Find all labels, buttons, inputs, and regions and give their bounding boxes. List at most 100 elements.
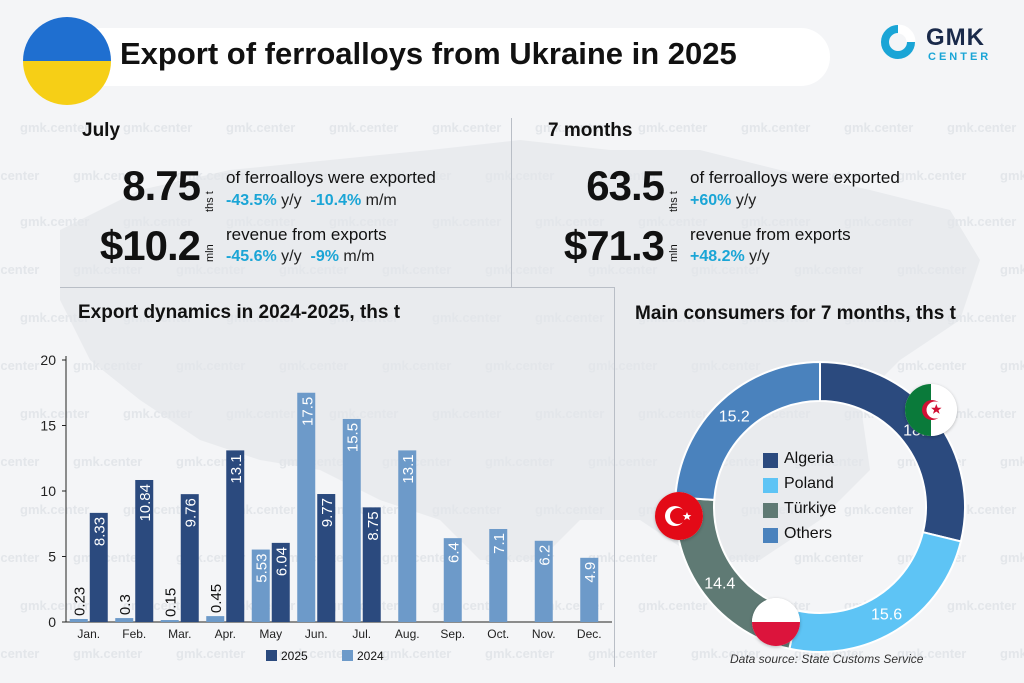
bar-2025-apr	[226, 450, 245, 622]
y-tick-label: 15	[40, 418, 56, 434]
bar-2025-mar	[180, 494, 199, 622]
donut-chart-title: Main consumers for 7 months, ths t	[635, 303, 956, 324]
title-bar	[70, 28, 830, 86]
bar-label-2024: 6.2	[537, 545, 554, 566]
x-tick-label: Sep.	[440, 627, 465, 641]
bar-2024-jun	[297, 392, 316, 622]
bar-2024-aug	[398, 450, 417, 622]
bar-2025-feb	[135, 479, 154, 622]
bar-legend-2024: 2024	[342, 649, 384, 663]
data-source: Data source: State Customs Service	[730, 652, 924, 666]
bar-2025-jun	[317, 494, 336, 622]
july-revenue-change: -45.6% y/y -9% m/m	[226, 248, 375, 265]
bar-label-2025: 10.84	[137, 484, 154, 522]
bar-2024-dec	[580, 557, 599, 622]
bar-label-2025: 9.77	[319, 498, 336, 527]
bar-label-2025: 13.1	[228, 454, 245, 483]
legend-swatch	[763, 503, 778, 518]
bar-label-2024: 15.5	[345, 423, 362, 452]
bar-2024-feb	[115, 618, 134, 622]
bar-2024-jan	[69, 618, 88, 622]
x-tick-label: Dec.	[577, 627, 602, 641]
algeria-flag-icon	[905, 384, 957, 436]
legend-label: Algeria	[784, 450, 834, 467]
bar-label-2025: 6.04	[274, 547, 291, 576]
bar-label-2024: 6.4	[446, 542, 463, 563]
x-tick-label: Nov.	[532, 627, 556, 641]
legend-swatch	[763, 528, 778, 543]
july-volume-value: 8.75	[122, 162, 201, 209]
bar-chart: 0 5 10 15 20 0.23 8.33 Jan. 0.3 10.84 Feb. 0.15 9.76…	[40, 352, 612, 641]
bar-2024-apr	[206, 616, 225, 622]
donut-slice-others	[674, 360, 821, 501]
seven-months-volume-desc: of ferroalloys were exported	[690, 168, 900, 187]
bar-2024-jul	[342, 418, 361, 622]
legend-label: Others	[784, 525, 833, 542]
bar-2024-sep	[443, 538, 462, 622]
bar-chart-title: Export dynamics in 2024-2025, ths t	[78, 302, 401, 323]
bar-legend-2025: 2025	[266, 649, 308, 663]
bar-label-2024: 13.1	[400, 454, 417, 483]
legend-swatch	[763, 453, 778, 468]
bar-2024-nov	[534, 540, 553, 622]
logo-ring-icon	[881, 24, 916, 59]
donut-value-label: 15.2	[719, 408, 750, 425]
x-tick-label: Aug.	[395, 627, 420, 641]
july-revenue-desc: revenue from exports	[226, 225, 387, 244]
x-tick-label: Mar.	[168, 627, 191, 641]
poland-flag-icon	[752, 598, 800, 646]
donut-slice-poland	[788, 530, 963, 653]
y-tick-label: 20	[40, 352, 56, 368]
x-tick-label: Jan.	[77, 627, 100, 641]
legend-swatch-2025	[266, 650, 277, 661]
bar-2025-jul	[362, 507, 381, 622]
bar-label-2024: 5.53	[254, 554, 271, 583]
seven-months-label: 7 months	[548, 120, 633, 141]
logo-subtext: CENTER	[928, 51, 992, 63]
bar-2025-jan	[89, 512, 108, 622]
logo-text: GMK	[926, 24, 985, 51]
bar-label-2024: 0.3	[117, 594, 134, 615]
seven-months-volume-value: 63.5	[586, 162, 665, 209]
seven-months-revenue-desc: revenue from exports	[690, 225, 851, 244]
bar-label-2024: 0.15	[163, 588, 180, 617]
legend-label: Poland	[784, 475, 834, 492]
donut-value-label: 15.6	[871, 606, 902, 623]
donut-value-label: 14.4	[704, 576, 735, 593]
divider-top	[511, 118, 512, 288]
bar-label-2024: 0.45	[208, 584, 225, 613]
bar-label-2025: 8.33	[92, 517, 109, 546]
divider-bottom	[614, 287, 615, 667]
bar-label-2025: 8.75	[365, 511, 382, 540]
bar-label-2024: 7.1	[491, 533, 508, 554]
seven-months-volume-change: +60% y/y	[690, 192, 757, 209]
bar-label-2024: 0.23	[72, 587, 89, 616]
x-tick-label: May	[259, 627, 282, 641]
bar-label-2024: 4.9	[582, 562, 599, 583]
x-tick-label: Oct.	[487, 627, 509, 641]
y-tick-label: 0	[48, 614, 56, 630]
seven-months-revenue-change: +48.2% y/y	[690, 248, 770, 265]
seven-months-revenue-value: $71.3	[563, 222, 665, 269]
x-tick-label: Feb.	[122, 627, 146, 641]
turkiye-flag-icon	[655, 492, 703, 540]
bar-2025-may	[271, 542, 290, 622]
july-revenue-value: $10.2	[99, 222, 201, 269]
x-tick-label: Apr.	[215, 627, 236, 641]
july-label: July	[82, 120, 121, 141]
x-tick-label: Jul.	[352, 627, 371, 641]
bar-2024-mar	[160, 620, 179, 622]
bar-label-2024: 17.5	[299, 397, 316, 426]
x-tick-label: Jun.	[305, 627, 328, 641]
bar-label-2025: 9.76	[183, 498, 200, 527]
bar-2024-oct	[489, 528, 508, 622]
july-volume-change: -43.5% y/y -10.4% m/m	[226, 192, 397, 209]
legend-swatch	[763, 478, 778, 493]
y-tick-label: 5	[48, 549, 56, 565]
divider-mid	[60, 287, 615, 288]
y-tick-label: 10	[40, 483, 56, 499]
legend-label: Türkiye	[784, 500, 837, 517]
bar-2024-may	[251, 549, 270, 622]
